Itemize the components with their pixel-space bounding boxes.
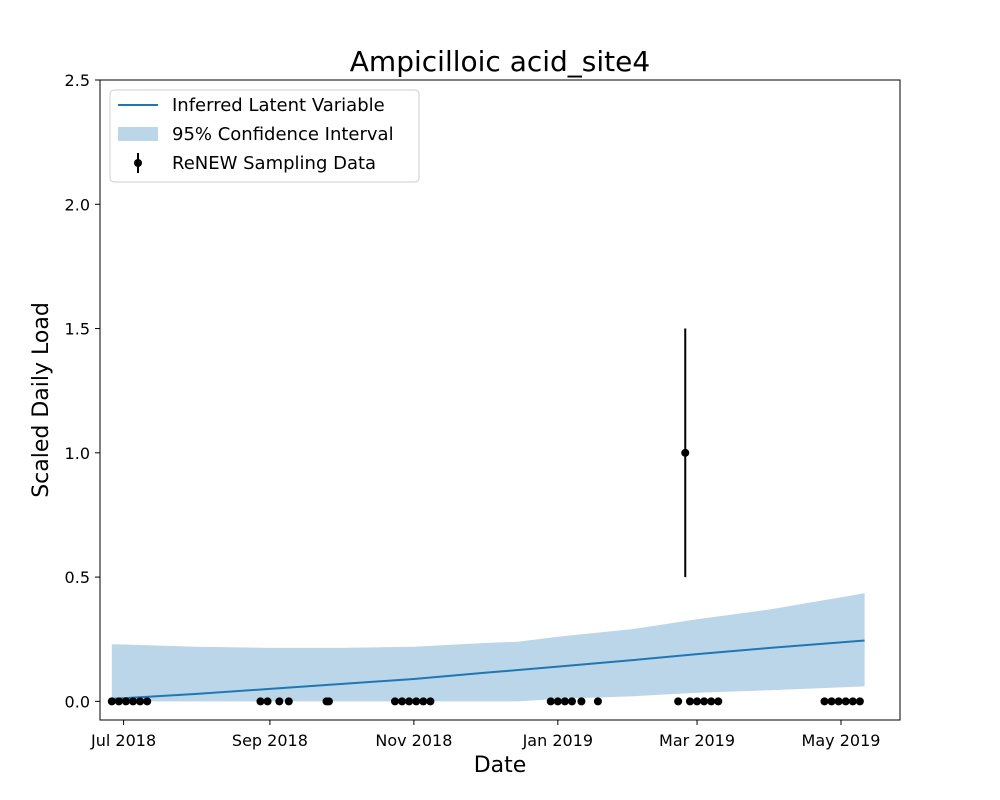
plot-frame [99,79,901,721]
data-point [567,697,576,706]
y-tick-label: 1.0 [65,444,90,463]
y-tick-label: 2.5 [65,71,90,90]
data-point [693,697,702,706]
x-tick-label: Nov 2018 [375,731,452,750]
data-point [707,697,716,706]
data-point [412,697,421,706]
data-point [143,697,152,706]
legend-label-data: ReNEW Sampling Data [172,153,376,174]
latent-line [111,639,865,700]
data-point [714,697,723,706]
data-point [129,697,138,706]
sampling-points-layer [107,328,864,706]
data-point [107,697,116,706]
data-point [834,697,843,706]
data-point [426,697,435,706]
data-point [553,697,562,706]
legend-label-latent: Inferred Latent Variable [172,95,385,116]
y-axis-title: Scaled Daily Load [29,302,54,498]
x-tick-label: Sep 2018 [232,731,308,750]
y-tick-label: 0.0 [65,692,90,711]
data-point [681,448,690,457]
data-point [827,697,836,706]
confidence-band [111,593,865,702]
data-point [390,697,399,706]
data-point [577,697,586,706]
data-point [263,697,272,706]
x-axis: Jul 2018 Sep 2018 Nov 2018 Jan 2019 Mar 2019… [90,720,880,750]
data-point [121,697,130,706]
data-point [275,697,284,706]
y-tick-label: 2.0 [65,195,90,214]
x-tick-label: Jan 2019 [522,731,593,750]
x-tick-label: May 2019 [802,731,881,750]
legend-label-ci: 95% Confidence Interval [172,124,394,145]
chart-title: Ampicilloic acid_site4 [350,45,650,78]
legend-box [109,89,420,183]
data-point [546,697,555,706]
data-point [685,697,694,706]
legend-band-swatch [118,127,158,141]
data-point [136,697,145,706]
legend-point-swatch [134,159,142,167]
data-point [855,697,864,706]
data-point [674,697,683,706]
x-tick-label: Mar 2019 [659,731,735,750]
data-point [700,697,709,706]
data-point [848,697,857,706]
data-point [284,697,293,706]
data-point [256,697,265,706]
data-point [593,697,602,706]
data-point [398,697,407,706]
data-point [405,697,414,706]
data-point [820,697,829,706]
y-axis: 0.0 0.5 1.0 1.5 2.0 2.5 [65,71,100,711]
confidence-band-layer [111,593,865,702]
data-point [114,697,123,706]
legend: Inferred Latent Variable 95% Confidence … [109,89,420,183]
x-tick-label: Jul 2018 [90,731,156,750]
latent-line-layer [111,639,865,700]
data-point [560,697,569,706]
data-point [841,697,850,706]
x-axis-title: Date [474,753,527,778]
y-tick-label: 1.5 [65,320,90,339]
data-point [324,697,333,706]
data-point [419,697,428,706]
y-tick-label: 0.5 [65,568,90,587]
